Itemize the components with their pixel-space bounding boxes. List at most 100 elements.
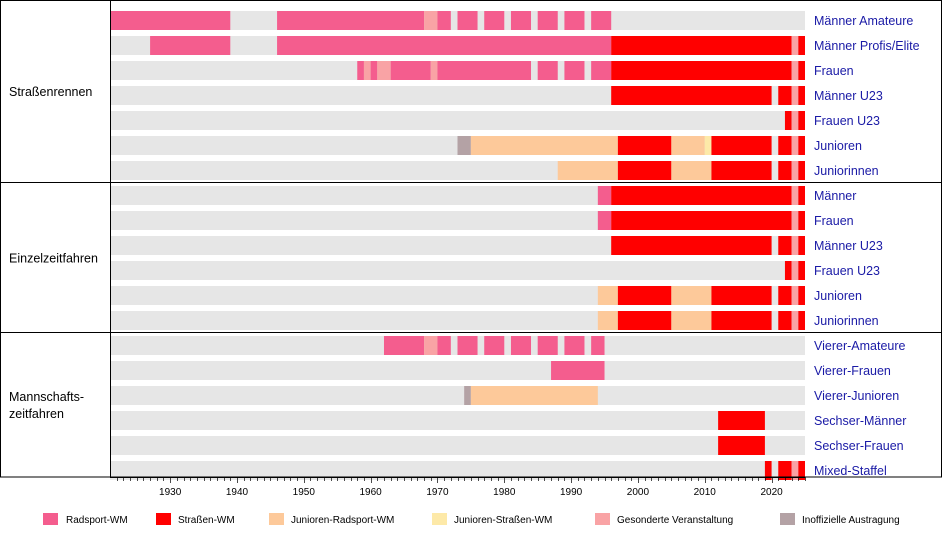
group-label-line-0: Straßenrennen [9,85,92,99]
bar-strassenrennen-maenner-amateure-1985 [537,11,558,30]
bar-strassenrennen-frauen-1993 [591,61,612,80]
x-tick-label-1940: 1940 [226,487,249,498]
bar-strassenrennen-junioren-2005 [671,136,705,155]
bar-mannschafts-zeitfahren-vierer-amateure-1977 [484,336,505,355]
group-label-einzelzeitfahren: Einzelzeitfahren [9,252,98,266]
bar-strassenrennen-juniorinnen-2011 [711,161,772,180]
bar-strassenrennen-juniorinnen-2023 [791,161,799,180]
bar-strassenrennen-maenner-amateure-1989 [564,11,585,30]
bar-einzelzeitfahren-maenner-u23-2024 [798,236,805,255]
x-tick-label-1960: 1960 [360,487,383,498]
bar-einzelzeitfahren-maenner-2024 [798,186,805,205]
bar-einzelzeitfahren-junioren-2021 [778,286,792,305]
row-bg-mannschafts-zeitfahren-vierer-frauen [110,361,805,380]
bar-einzelzeitfahren-junioren-1997 [617,286,672,305]
bar-strassenrennen-juniorinnen-2005 [671,161,712,180]
row-label-mixed-staffel: Mixed-Staffel [814,464,887,478]
bar-einzelzeitfahren-maenner-u23-1996 [611,236,772,255]
row-label-junioren: Junioren [814,289,862,303]
row-label-juniorinnen: Juniorinnen [814,314,879,328]
bar-strassenrennen-frauen-1958 [357,61,364,80]
bar-einzelzeitfahren-frauen-2024 [798,211,805,230]
bar-einzelzeitfahren-juniorinnen-1997 [617,311,672,330]
bar-strassenrennen-maenner-u23-2021 [778,86,792,105]
row-label-vierer-amateure: Vierer-Amateure [814,339,906,353]
bar-einzelzeitfahren-juniorinnen-1994 [597,311,618,330]
x-axis: 1930 1940 1950 1960 1970 1980 1990 2000 2010 2020 [110,477,806,498]
row-label-vierer-frauen: Vierer-Frauen [814,364,891,378]
bar-strassenrennen-maenner-amateure-1970 [437,11,451,30]
bar-einzelzeitfahren-frauen-u23-2024 [798,261,805,280]
row-label-sechser-frauen: Sechser-Frauen [814,439,904,453]
bar-strassenrennen-junioren-2024 [798,136,805,155]
bar-mannschafts-zeitfahren-vierer-amateure-1993 [591,336,605,355]
bar-strassenrennen-frauen-1996 [611,61,792,80]
row-label-maenner-amateure: Männer Amateure [814,14,913,28]
legend-swatch-strassen-wm [156,513,171,525]
legend-swatch-inoffizielle-austragung [780,513,795,525]
bar-einzelzeitfahren-junioren-1994 [597,286,618,305]
group-label-line-0: Mannschafts- [9,390,84,404]
bar-strassenrennen-junioren-2010 [704,136,712,155]
row-bg-mannschafts-zeitfahren-sechser-frauen [110,436,805,455]
bar-mannschafts-zeitfahren-vierer-junioren-1974 [464,386,471,405]
legend-swatch-radsport-wm [43,513,58,525]
bar-mannschafts-zeitfahren-vierer-amateure-1962 [383,336,425,355]
bar-strassenrennen-frauen-u23-2022 [784,111,792,130]
row-bg-mannschafts-zeitfahren-sechser-maenner [110,411,805,430]
x-tick-label-2020: 2020 [760,487,783,498]
bar-strassenrennen-frauen-1989 [564,61,585,80]
bar-einzelzeitfahren-maenner-u23-2021 [778,236,792,255]
bar-einzelzeitfahren-juniorinnen-2011 [711,311,772,330]
bar-einzelzeitfahren-junioren-2011 [711,286,772,305]
x-tick-label-2010: 2010 [694,487,717,498]
bar-einzelzeitfahren-frauen-1996 [611,211,792,230]
legend-swatch-junioren-radsport-wm [269,513,284,525]
bar-einzelzeitfahren-maenner-1996 [611,186,792,205]
x-tick-label-1980: 1980 [493,487,516,498]
row-label-frauen: Frauen [814,64,854,78]
x-tick-label-1990: 1990 [560,487,583,498]
row-label-sechser-maenner: Sechser-Männer [814,414,906,428]
bar-strassenrennen-juniorinnen-2024 [798,161,805,180]
bar-einzelzeitfahren-junioren-2024 [798,286,805,305]
bar-mannschafts-zeitfahren-sechser-maenner-2012 [718,411,765,430]
group-label-strassenrennen: Straßenrennen [9,85,92,99]
row-bg-strassenrennen-frauen-u23 [110,111,805,130]
bar-strassenrennen-frauen-u23-2024 [798,111,805,130]
bar-mannschafts-zeitfahren-mixed-staffel-2023 [791,461,799,480]
bar-strassenrennen-maenner-profis-elite-1927 [150,36,231,55]
bar-mannschafts-zeitfahren-vierer-amateure-1985 [537,336,558,355]
bar-einzelzeitfahren-juniorinnen-2024 [798,311,805,330]
bar-strassenrennen-frauen-1963 [390,61,431,80]
bar-strassenrennen-maenner-u23-2024 [798,86,805,105]
bar-strassenrennen-frauen-1960 [370,61,378,80]
bar-strassenrennen-junioren-2011 [711,136,772,155]
bar-einzelzeitfahren-juniorinnen-2005 [671,311,712,330]
bar-strassenrennen-maenner-amateure-1973 [457,11,478,30]
row-bg-mannschafts-zeitfahren-vierer-junioren [110,386,805,405]
x-tick-label-1930: 1930 [159,487,182,498]
row-label-maenner: Männer [814,189,856,203]
bar-strassenrennen-junioren-1973 [457,136,471,155]
legend-label-radsport-wm: Radsport-WM [66,515,128,526]
bar-strassenrennen-maenner-amateure-1993 [591,11,612,30]
legend-label-inoffizielle-austragung: Inoffizielle Austragung [802,515,900,526]
legend-label-strassen-wm: Straßen-WM [178,515,235,526]
bar-strassenrennen-frauen-1970 [437,61,532,80]
bar-strassenrennen-frauen-1961 [377,61,391,80]
bar-strassenrennen-frauen-2024 [798,61,805,80]
bar-mannschafts-zeitfahren-sechser-frauen-2012 [718,436,765,455]
row-label-maenner-u23: Männer U23 [814,89,883,103]
row-label-frauen-u23: Frauen U23 [814,264,880,278]
bar-einzelzeitfahren-junioren-2023 [791,286,799,305]
bar-strassenrennen-juniorinnen-1988 [557,161,618,180]
bar-strassenrennen-juniorinnen-2021 [778,161,792,180]
bar-strassenrennen-maenner-amateure-1968 [424,11,438,30]
legend-label-gesonderte-veranstaltung: Gesonderte Veranstaltung [617,515,733,526]
bar-strassenrennen-junioren-1997 [617,136,672,155]
labels: Männer Amateure Männer Profis/Elite Frauen… [9,14,920,478]
segments [110,11,805,480]
bar-strassenrennen-maenner-profis-elite-1946 [277,36,612,55]
